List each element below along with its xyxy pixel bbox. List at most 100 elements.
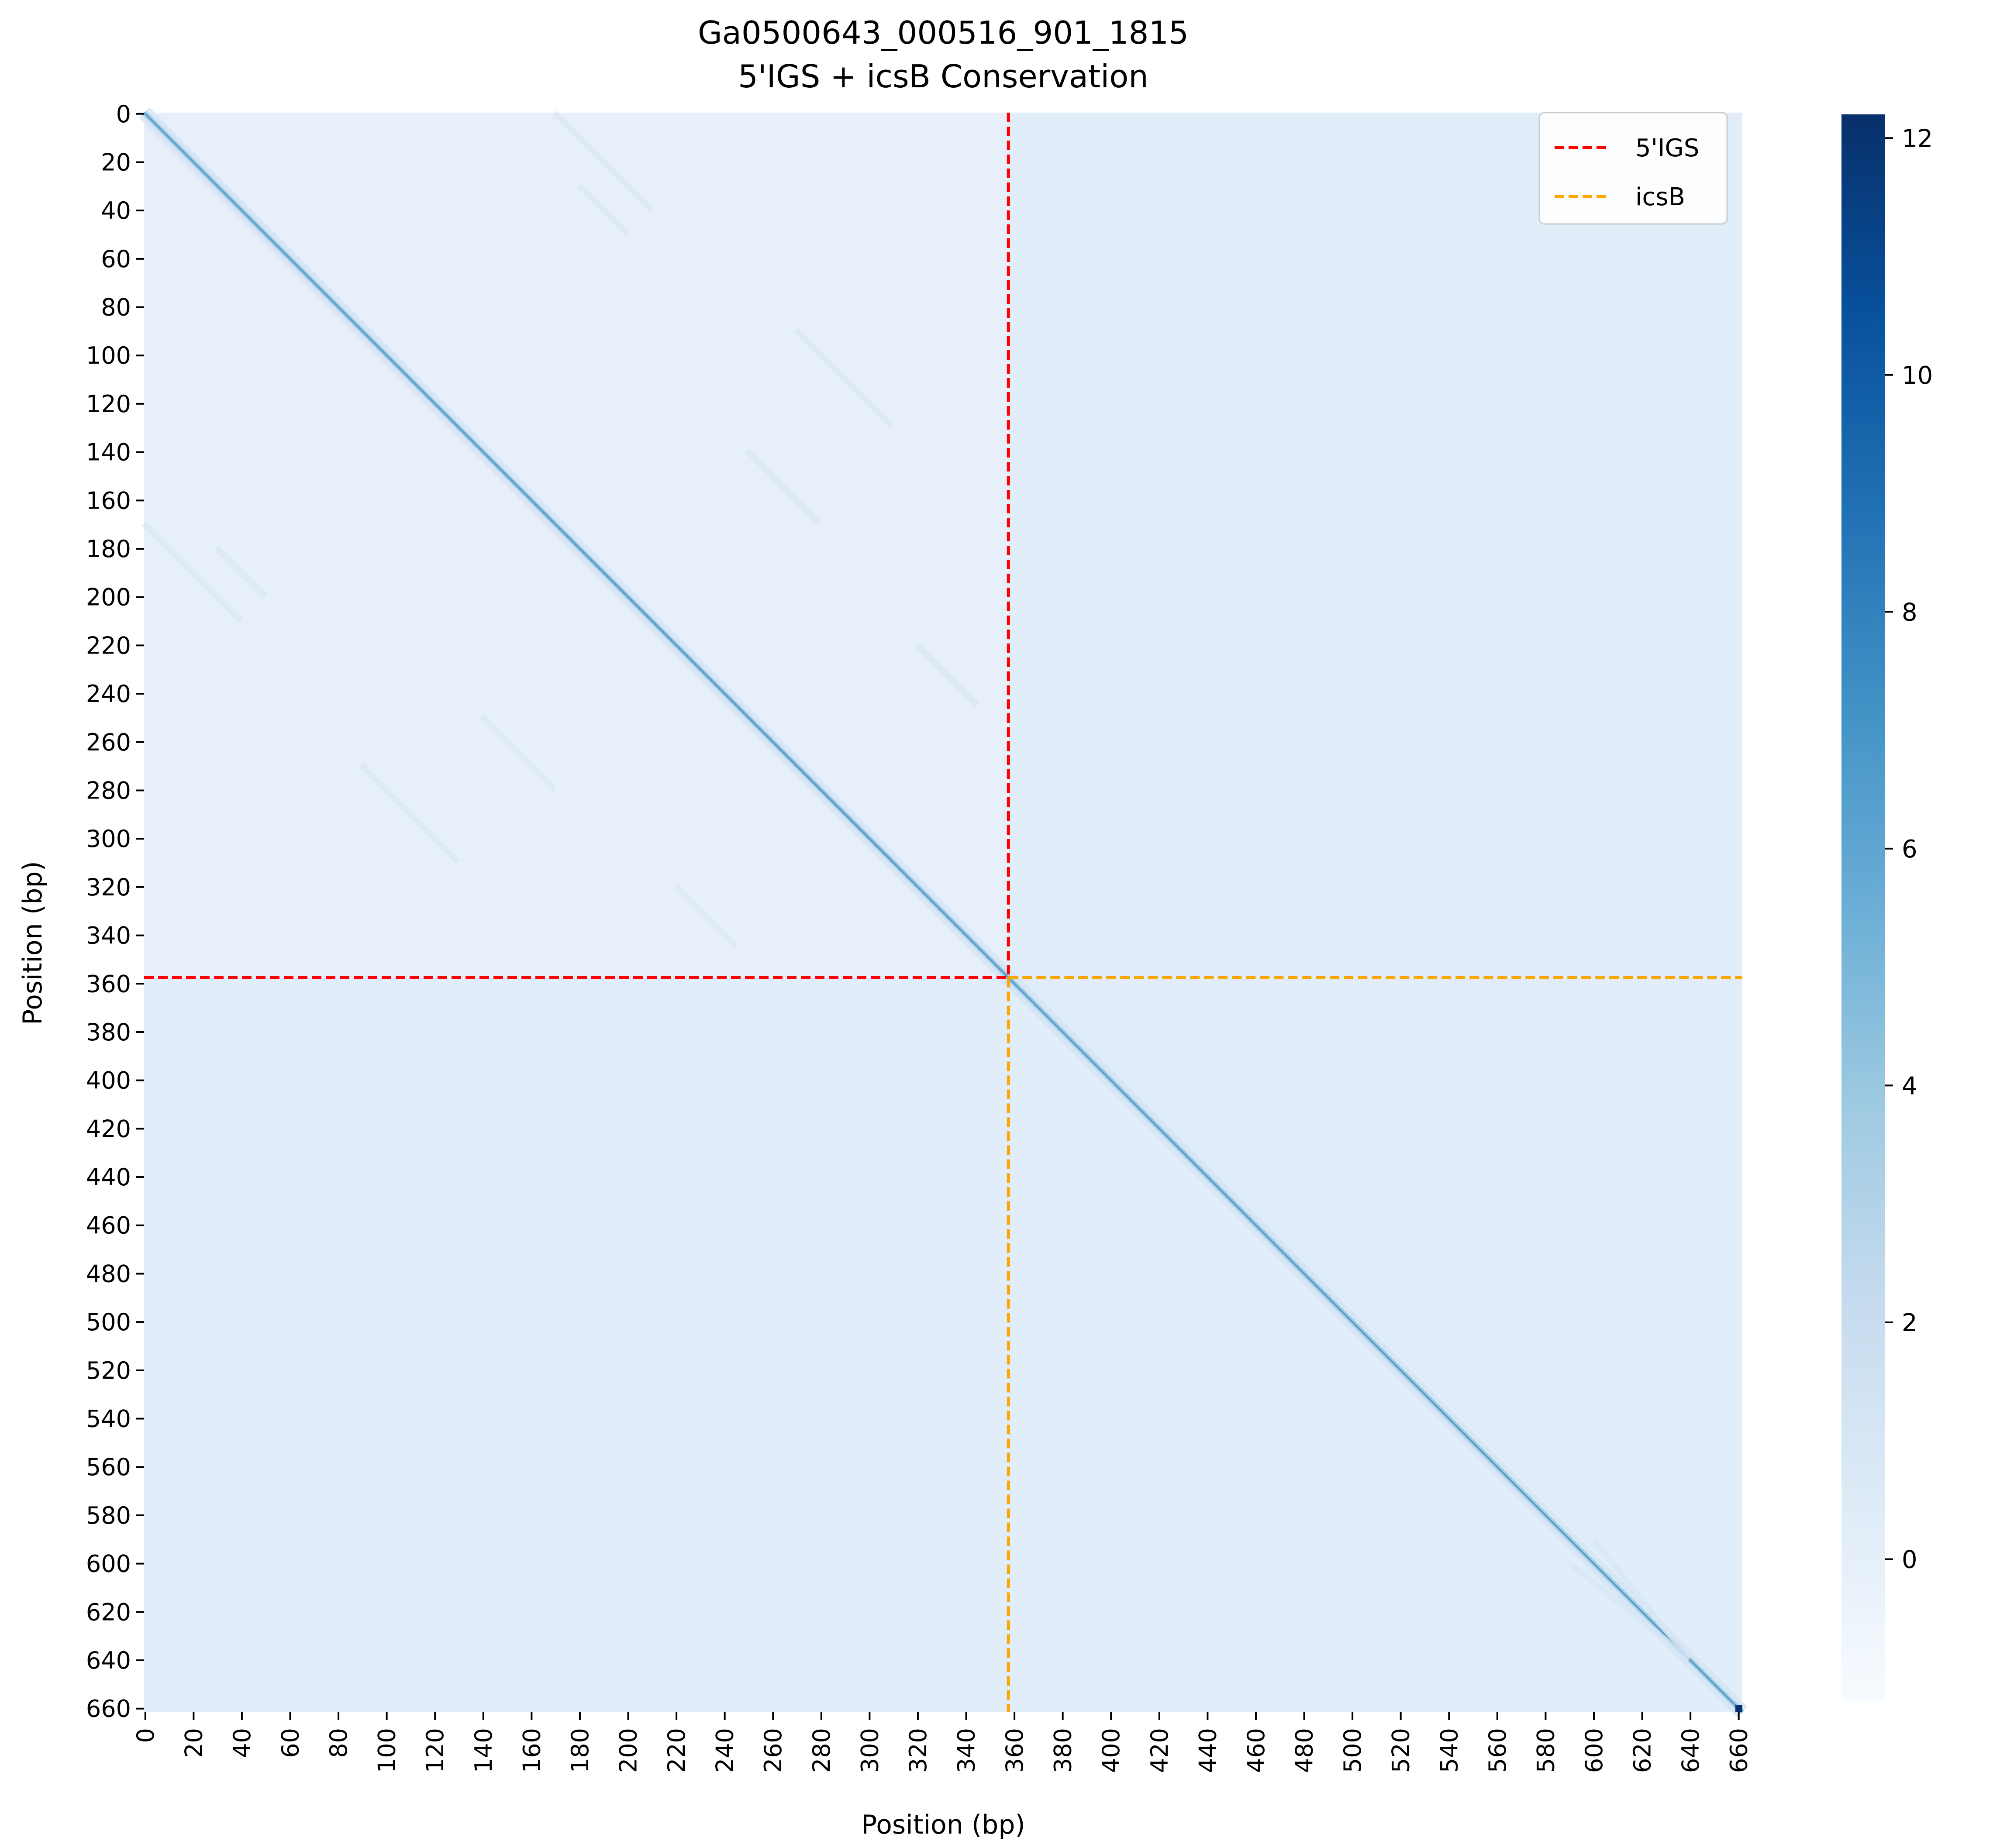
heatmap-offdiag-trace <box>142 521 243 623</box>
x-tick-label: 520 <box>1387 1728 1415 1773</box>
x-tick-label: 620 <box>1629 1728 1656 1773</box>
heatmap-offdiag-trace <box>480 714 557 792</box>
legend-label-icsb: icsB <box>1635 183 1685 211</box>
colorbar-tick-label: 10 <box>1902 361 1933 390</box>
x-axis: 0 20 40 60 80 100 120 140 160 180 200 220 240 260 280 3… <box>132 1712 1753 1773</box>
heatmap-offdiag-trace <box>673 884 738 949</box>
x-tick-label: 140 <box>470 1728 497 1773</box>
x-tick-label: 80 <box>325 1728 352 1758</box>
x-tick-label: 460 <box>1242 1728 1270 1773</box>
y-tick-label: 600 <box>86 1550 131 1578</box>
colorbar-tick-label: 4 <box>1902 1072 1917 1100</box>
x-tick-label: 400 <box>1097 1728 1125 1773</box>
y-tick-label: 300 <box>86 825 131 853</box>
x-tick-label: 320 <box>904 1728 932 1773</box>
colorbar-tick-label: 0 <box>1902 1545 1917 1574</box>
heatmap-diagonal-core <box>143 112 1743 1713</box>
heatmap-offdiag-trace <box>576 183 629 236</box>
heatmap-offdiag-trace <box>359 763 460 864</box>
colorbar: 0 2 4 6 8 10 12 <box>1841 114 1933 1701</box>
y-tick-label: 480 <box>86 1260 131 1287</box>
x-tick-label: 180 <box>566 1728 594 1773</box>
y-axis-label: Position (bp) <box>17 861 48 1025</box>
heatmap-offdiag-trace <box>1566 1560 1691 1662</box>
y-tick-label: 240 <box>86 680 131 708</box>
y-tick-label: 220 <box>86 632 131 659</box>
x-tick-label: 660 <box>1725 1728 1753 1773</box>
y-tick-label: 460 <box>86 1212 131 1239</box>
y-tick-label: 640 <box>86 1647 131 1674</box>
y-tick-label: 140 <box>86 439 131 466</box>
x-tick-label: 20 <box>180 1728 207 1758</box>
y-tick-label: 180 <box>86 535 131 563</box>
heatmap-offdiag-trace <box>1590 1536 1692 1661</box>
x-tick-label: 420 <box>1146 1728 1173 1773</box>
y-tick-label: 100 <box>86 342 131 369</box>
y-tick-label: 80 <box>101 294 131 321</box>
y-tick-label: 200 <box>86 584 131 611</box>
chart-title-line-2: 5'IGS + icsB Conservation <box>738 58 1148 95</box>
heatmap-offdiag-trace <box>214 545 267 598</box>
y-tick-label: 400 <box>86 1067 131 1094</box>
y-tick-label: 280 <box>86 777 131 804</box>
x-tick-label: 120 <box>421 1728 449 1773</box>
x-tick-label: 360 <box>1001 1728 1028 1773</box>
y-tick-label: 500 <box>86 1308 131 1336</box>
colorbar-gradient <box>1841 114 1885 1701</box>
x-tick-label: 560 <box>1484 1728 1511 1773</box>
x-tick-label: 480 <box>1291 1728 1318 1773</box>
y-tick-label: 520 <box>86 1357 131 1384</box>
x-tick-label: 380 <box>1049 1728 1077 1773</box>
x-tick-label: 160 <box>518 1728 545 1773</box>
heatmap-offdiag-trace <box>914 642 979 707</box>
y-tick-label: 20 <box>101 148 131 176</box>
heatmap-diagonal-peak <box>1735 1705 1742 1712</box>
x-tick-label: 260 <box>759 1728 787 1773</box>
x-tick-label: 60 <box>276 1728 304 1758</box>
y-tick-label: 340 <box>86 922 131 950</box>
y-tick-label: 320 <box>86 874 131 901</box>
x-axis-label: Position (bp) <box>861 1810 1025 1840</box>
legend: 5'IGS icsB <box>1538 112 1728 225</box>
y-tick-label: 620 <box>86 1598 131 1626</box>
colorbar-tick-label: 8 <box>1902 598 1917 626</box>
y-axis: 0 20 40 60 80 100 120 140 160 180 200 220 240 260 280 3… <box>86 100 144 1723</box>
y-tick-label: 360 <box>86 970 131 998</box>
colorbar-tick-label: 2 <box>1902 1309 1917 1337</box>
legend-label-5igs: 5'IGS <box>1635 134 1699 162</box>
heatmap-offdiag-trace <box>745 448 822 526</box>
x-tick-label: 100 <box>373 1728 401 1773</box>
heatmap-block-igs-icsb <box>1008 113 1742 978</box>
y-tick-label: 580 <box>86 1502 131 1529</box>
y-tick-label: 160 <box>86 487 131 514</box>
heatmap-offdiag-trace <box>793 328 895 429</box>
x-tick-label: 300 <box>856 1728 883 1773</box>
x-tick-label: 580 <box>1532 1728 1559 1773</box>
x-tick-label: 640 <box>1677 1728 1704 1773</box>
y-tick-label: 420 <box>86 1115 131 1143</box>
y-tick-label: 540 <box>86 1405 131 1433</box>
x-tick-label: 600 <box>1580 1728 1608 1773</box>
legend-box <box>1538 112 1728 225</box>
y-tick-label: 0 <box>116 100 131 128</box>
heatmap <box>138 107 1748 1718</box>
y-tick-label: 440 <box>86 1163 131 1191</box>
y-tick-label: 380 <box>86 1019 131 1046</box>
y-tick-label: 260 <box>86 729 131 756</box>
x-tick-label: 440 <box>1194 1728 1221 1773</box>
x-tick-label: 540 <box>1435 1728 1463 1773</box>
region-boundaries <box>144 113 1742 1712</box>
y-tick-label: 120 <box>86 390 131 418</box>
x-tick-label: 0 <box>132 1728 159 1743</box>
x-tick-label: 500 <box>1339 1728 1366 1773</box>
y-tick-label: 40 <box>101 197 131 224</box>
colorbar-tick-label: 12 <box>1902 124 1933 153</box>
y-tick-label: 560 <box>86 1453 131 1481</box>
colorbar-tick-label: 6 <box>1902 835 1917 864</box>
y-tick-label: 60 <box>101 245 131 273</box>
x-tick-label: 200 <box>615 1728 642 1773</box>
x-tick-label: 340 <box>953 1728 980 1773</box>
heatmap-block-icsb-igs <box>144 977 1009 1712</box>
y-tick-label: 660 <box>86 1695 131 1723</box>
